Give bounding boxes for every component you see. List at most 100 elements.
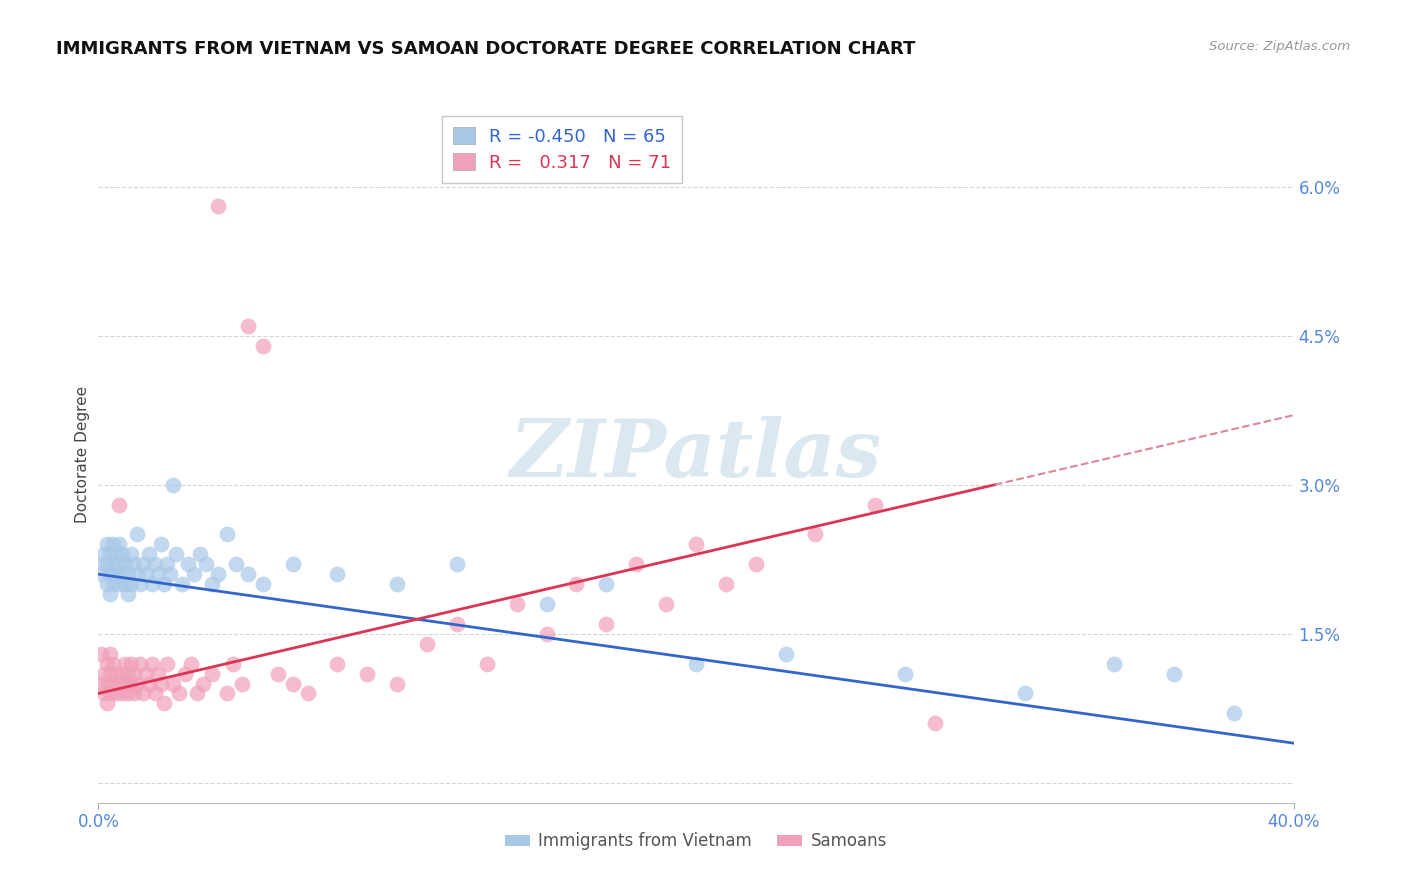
Point: [93, 686, 115, 700]
Point: [124, 666, 146, 681]
Point: [188, 547, 211, 561]
Point: [98, 666, 122, 681]
Point: [150, 537, 173, 551]
Point: [93, 558, 115, 572]
Point: [117, 567, 139, 582]
Text: ZIPatlas: ZIPatlas: [510, 417, 882, 493]
Point: [96, 657, 118, 671]
Point: [98, 587, 122, 601]
Point: [153, 577, 176, 591]
Point: [98, 567, 122, 582]
Point: [108, 537, 131, 551]
Point: [114, 558, 136, 572]
Point: [165, 547, 187, 561]
Point: [685, 657, 707, 671]
Point: [167, 686, 190, 700]
Point: [105, 666, 128, 681]
Point: [111, 547, 134, 561]
Point: [135, 666, 157, 681]
Point: [775, 647, 797, 661]
Point: [105, 547, 128, 561]
Point: [93, 666, 115, 681]
Point: [714, 577, 737, 591]
Point: [326, 657, 349, 671]
Point: [595, 616, 617, 631]
Point: [114, 676, 136, 690]
Point: [120, 577, 142, 591]
Point: [356, 666, 378, 681]
Point: [215, 527, 238, 541]
Point: [225, 558, 247, 572]
Point: [132, 686, 155, 700]
Point: [685, 537, 707, 551]
Point: [215, 686, 238, 700]
Point: [93, 547, 115, 561]
Point: [281, 676, 304, 690]
Point: [148, 567, 170, 582]
Point: [201, 666, 224, 681]
Point: [159, 567, 181, 582]
Point: [96, 577, 118, 591]
Point: [207, 199, 229, 213]
Point: [186, 686, 208, 700]
Point: [385, 676, 409, 690]
Point: [143, 686, 166, 700]
Point: [150, 676, 173, 690]
Point: [326, 567, 349, 582]
Point: [148, 666, 170, 681]
Point: [236, 318, 259, 333]
Point: [141, 657, 163, 671]
Point: [129, 577, 152, 591]
Point: [297, 686, 319, 700]
Point: [236, 567, 259, 582]
Point: [894, 666, 917, 681]
Point: [536, 627, 558, 641]
Point: [114, 577, 136, 591]
Point: [1163, 666, 1185, 681]
Y-axis label: Doctorate Degree: Doctorate Degree: [75, 386, 90, 524]
Point: [162, 676, 184, 690]
Point: [626, 558, 648, 572]
Point: [117, 686, 139, 700]
Point: [127, 527, 149, 541]
Point: [156, 657, 179, 671]
Point: [1104, 657, 1126, 671]
Point: [201, 577, 224, 591]
Point: [103, 537, 125, 551]
Point: [174, 666, 197, 681]
Point: [138, 547, 160, 561]
Point: [191, 676, 214, 690]
Point: [177, 558, 200, 572]
Legend: Immigrants from Vietnam, Samoans: Immigrants from Vietnam, Samoans: [498, 826, 894, 857]
Point: [1014, 686, 1036, 700]
Point: [475, 657, 498, 671]
Point: [111, 567, 134, 582]
Point: [98, 547, 122, 561]
Point: [565, 577, 588, 591]
Point: [103, 657, 125, 671]
Point: [138, 676, 160, 690]
Point: [98, 686, 122, 700]
Point: [655, 597, 678, 611]
Point: [172, 577, 194, 591]
Point: [111, 666, 134, 681]
Point: [124, 558, 146, 572]
Point: [143, 558, 166, 572]
Point: [595, 577, 617, 591]
Point: [132, 558, 155, 572]
Point: [135, 567, 157, 582]
Point: [865, 498, 887, 512]
Point: [195, 558, 218, 572]
Point: [127, 567, 149, 582]
Point: [96, 558, 118, 572]
Point: [105, 686, 128, 700]
Point: [96, 697, 118, 711]
Point: [252, 338, 274, 352]
Point: [111, 686, 134, 700]
Point: [90, 676, 112, 690]
Point: [120, 547, 142, 561]
Point: [416, 637, 439, 651]
Point: [103, 676, 125, 690]
Point: [207, 567, 229, 582]
Point: [281, 558, 304, 572]
